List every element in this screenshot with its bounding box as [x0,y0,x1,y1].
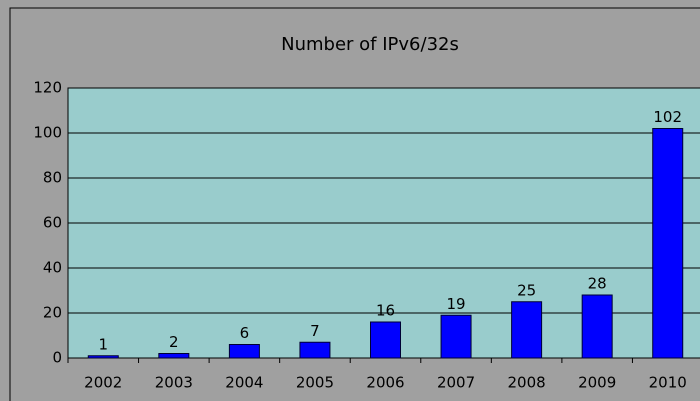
data-label: 16 [376,302,395,320]
y-tick-label: 20 [43,304,62,322]
bar [652,128,684,359]
x-tick-label: 2003 [155,374,193,392]
y-tick-label: 40 [43,259,62,277]
data-label: 28 [588,275,607,293]
bar [158,353,190,359]
data-label: 25 [517,281,536,299]
y-tick-label: 80 [43,169,62,187]
data-label: 6 [240,324,250,342]
chart-frame [9,7,700,401]
x-tick-label: 2009 [578,374,616,392]
data-label: 2 [169,333,179,351]
x-tick-label: 2010 [649,374,687,392]
bar [370,321,401,359]
x-tick-label: 2008 [508,374,546,392]
y-tick-label: 100 [33,124,62,142]
bar [440,314,472,359]
x-tick-label: 2006 [366,374,404,392]
x-tick-label: 2004 [225,374,263,392]
bar [228,344,260,359]
data-label: 7 [310,322,320,340]
data-label: 1 [99,335,109,353]
bar [87,355,119,359]
x-tick-label: 2005 [296,374,334,392]
y-tick-label: 120 [33,79,62,97]
chart-title: Number of IPv6/32s [281,34,459,55]
bar [299,341,331,359]
y-tick-label: 60 [43,214,62,232]
y-tick-label: 0 [52,349,62,367]
bar [511,301,543,359]
data-label: 102 [653,108,682,126]
x-tick-label: 2002 [84,374,122,392]
data-label: 19 [447,295,466,313]
x-tick-label: 2007 [437,374,475,392]
bar [581,294,613,359]
